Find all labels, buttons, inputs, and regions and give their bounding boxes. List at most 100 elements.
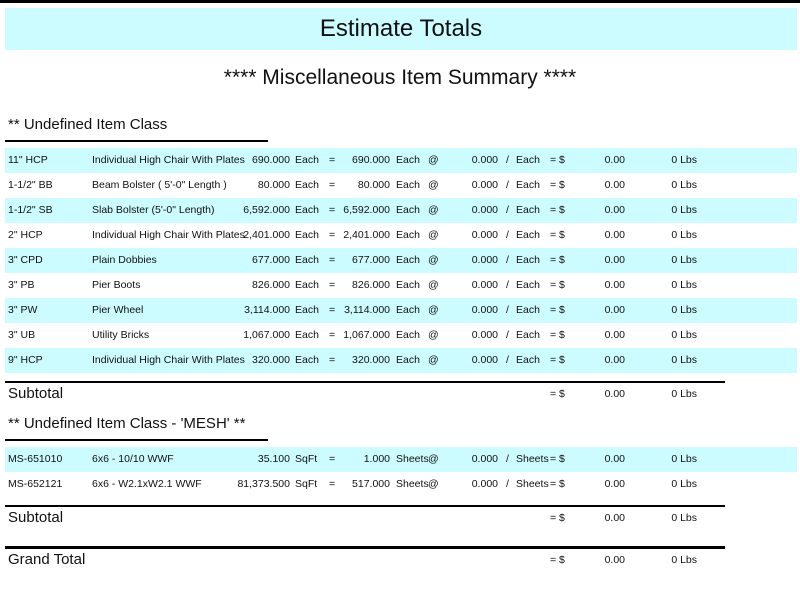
- row-band: [5, 198, 797, 223]
- at-sign: @: [428, 279, 439, 291]
- item-code: 11" HCP: [8, 154, 48, 166]
- unit-price: 0.000: [471, 453, 498, 465]
- description: Plain Dobbies: [92, 254, 157, 266]
- section-rule: [5, 439, 268, 441]
- section-title: ** Undefined Item Class - 'MESH' **: [8, 415, 246, 432]
- item-code: 9" HCP: [8, 354, 43, 366]
- at-sign: @: [428, 453, 439, 465]
- equals: =: [329, 478, 336, 490]
- converted-quantity: 320.000: [352, 354, 390, 366]
- unit: Each: [295, 304, 319, 316]
- price-unit: Sheets: [516, 478, 549, 490]
- amount: 0.00: [604, 154, 625, 166]
- weight: 0 Lbs: [671, 329, 697, 341]
- weight: 0 Lbs: [671, 229, 697, 241]
- converted-unit: Each: [396, 279, 420, 291]
- equals: =: [329, 354, 336, 366]
- quantity: 320.000: [252, 354, 290, 366]
- quantity: 826.000: [252, 279, 290, 291]
- amount: 0.00: [604, 388, 625, 400]
- amount: 0.00: [604, 179, 625, 191]
- weight: 0 Lbs: [671, 304, 697, 316]
- quantity: 6,592.000: [243, 204, 290, 216]
- converted-quantity: 3,114.000: [344, 304, 390, 316]
- item-code: 3" PW: [8, 304, 38, 316]
- at-sign: @: [428, 329, 439, 341]
- description: 6x6 - W2.1xW2.1 WWF: [92, 478, 202, 490]
- price-unit: Each: [516, 279, 540, 291]
- slash: /: [506, 229, 509, 241]
- description: Beam Bolster ( 5'-0" Length ): [92, 179, 227, 191]
- price-unit: Each: [516, 154, 540, 166]
- item-code: 2" HCP: [8, 229, 43, 241]
- weight: 0 Lbs: [671, 388, 697, 400]
- at-sign: @: [428, 204, 439, 216]
- unit: SqFt: [295, 478, 318, 490]
- amount: 0.00: [604, 478, 625, 490]
- amount: 0.00: [604, 204, 625, 216]
- converted-quantity: 517.000: [352, 478, 390, 490]
- at-sign: @: [428, 254, 439, 266]
- unit-price: 0.000: [471, 329, 498, 341]
- converted-unit: Each: [396, 304, 420, 316]
- at-sign: @: [428, 304, 439, 316]
- report-title: Estimate Totals: [5, 8, 797, 50]
- equals: =: [329, 304, 336, 316]
- slash: /: [506, 354, 509, 366]
- converted-unit: Each: [396, 229, 420, 241]
- total-rule: [5, 546, 725, 549]
- converted-unit: Sheets: [396, 478, 429, 490]
- unit-price: 0.000: [471, 279, 498, 291]
- quantity: 80.000: [257, 179, 290, 191]
- at-sign: @: [428, 154, 439, 166]
- at-sign: @: [428, 478, 439, 490]
- at-sign: @: [428, 354, 439, 366]
- slash: /: [506, 279, 509, 291]
- unit-price: 0.000: [471, 204, 498, 216]
- amount: 0.00: [604, 453, 625, 465]
- amount: 0.00: [604, 512, 625, 524]
- total-label: Grand Total: [8, 551, 86, 568]
- quantity: 2,401.000: [243, 229, 290, 241]
- equals-dollar: = $: [550, 304, 565, 316]
- slash: /: [506, 329, 509, 341]
- unit: Each: [295, 354, 319, 366]
- total-rule: [5, 381, 725, 383]
- equals-dollar: = $: [550, 354, 565, 366]
- converted-unit: Each: [396, 254, 420, 266]
- weight: 0 Lbs: [671, 279, 697, 291]
- slash: /: [506, 254, 509, 266]
- converted-quantity: 677.000: [352, 254, 390, 266]
- weight: 0 Lbs: [671, 354, 697, 366]
- slash: /: [506, 179, 509, 191]
- weight: 0 Lbs: [671, 254, 697, 266]
- converted-quantity: 2,401.000: [343, 229, 390, 241]
- unit-price: 0.000: [471, 179, 498, 191]
- slash: /: [506, 204, 509, 216]
- price-unit: Each: [516, 179, 540, 191]
- equals: =: [329, 154, 336, 166]
- equals-dollar: = $: [550, 388, 565, 400]
- row-band: [5, 298, 797, 323]
- unit: Each: [295, 254, 319, 266]
- converted-quantity: 826.000: [352, 279, 390, 291]
- weight: 0 Lbs: [671, 154, 697, 166]
- description: Pier Boots: [92, 279, 141, 291]
- row-band: [5, 348, 797, 373]
- price-unit: Each: [516, 254, 540, 266]
- quantity: 81,373.500: [237, 478, 290, 490]
- equals-dollar: = $: [550, 229, 565, 241]
- weight: 0 Lbs: [671, 453, 697, 465]
- unit-price: 0.000: [471, 254, 498, 266]
- description: Individual High Chair With Plates: [92, 154, 245, 166]
- amount: 0.00: [604, 254, 625, 266]
- quantity: 35.100: [257, 453, 290, 465]
- price-unit: Each: [516, 204, 540, 216]
- price-unit: Sheets: [516, 453, 549, 465]
- unit-price: 0.000: [471, 354, 498, 366]
- converted-unit: Each: [396, 329, 420, 341]
- unit: SqFt: [295, 453, 318, 465]
- converted-quantity: 80.000: [357, 179, 390, 191]
- unit-price: 0.000: [471, 154, 498, 166]
